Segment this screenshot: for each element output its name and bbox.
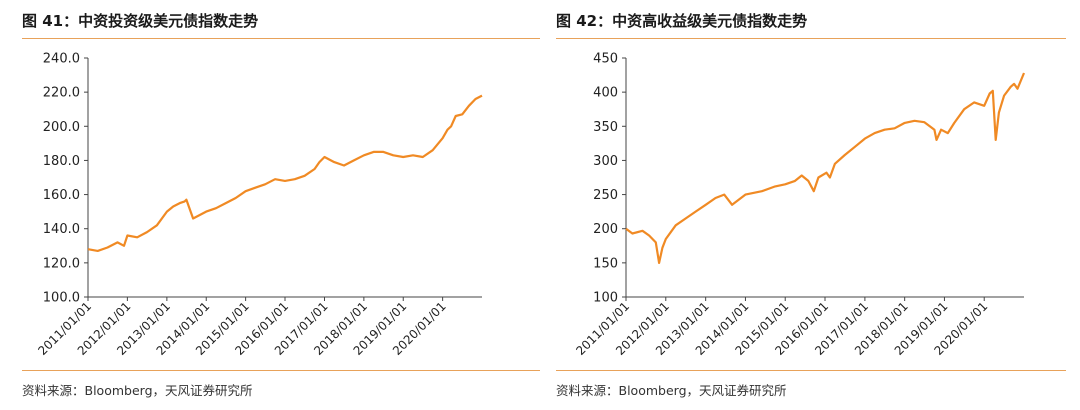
chart-source: 资料来源：Bloomberg，天风证券研究所 [22,383,253,398]
chart-41: 100.0 120.0 140.0 160.0 180.0 200.0 220.0 240.0… [35,52,483,358]
y-tick-label: 180.0 [43,154,80,169]
y-tick-label: 140.0 [43,222,80,237]
y-tick-label: 200 [593,222,618,237]
source-rule [556,370,1066,371]
y-tick-label: 450 [593,52,618,67]
chart-title: 图 41：中资投资级美元债指数走势 [22,12,259,30]
y-tick-label: 120.0 [43,256,80,271]
y-tick-label: 300 [593,154,618,169]
y-tick-label: 400 [593,86,618,101]
title-rule [22,38,540,39]
y-tick-label: 160.0 [43,188,80,203]
y-tick-label: 250 [593,188,618,203]
chart-panel-41: 图 41：中资投资级美元债指数走势 100.0 120.0 140.0 160.0 18… [22,0,540,410]
chart-source: 资料来源：Bloomberg，天风证券研究所 [556,383,787,398]
y-tick-label: 220.0 [43,86,80,101]
chart-42: 1001502002503003504004502011/01/012012/0… [573,52,1026,358]
series-line [625,72,1026,264]
y-tick-label: 100 [593,291,618,306]
series-line [87,94,483,252]
title-rule [556,38,1066,39]
chart-title: 图 42：中资高收益级美元债指数走势 [556,12,808,30]
y-tick-label: 200.0 [43,120,80,135]
source-rule [22,370,540,371]
y-tick-label: 100.0 [43,291,80,306]
y-tick-label: 150 [593,256,618,271]
y-tick-label: 240.0 [43,52,80,67]
chart-panel-42: 图 42：中资高收益级美元债指数走势 100 150 200 250 300 350 400… [556,0,1066,410]
y-tick-label: 350 [593,120,618,135]
